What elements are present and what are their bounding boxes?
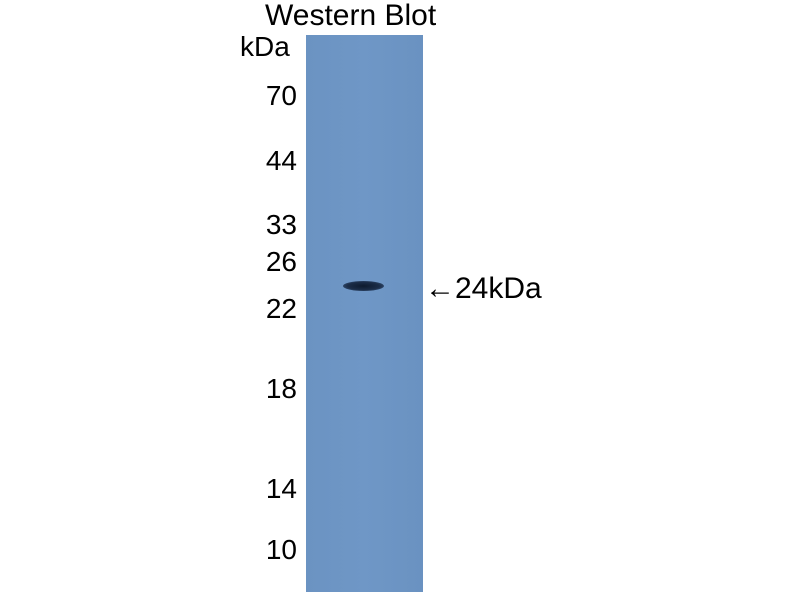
marker-label: 22 (265, 293, 297, 324)
blot-lane (306, 35, 423, 592)
marker-label: 70 (265, 80, 297, 111)
protein-band (343, 281, 384, 291)
band-annotation: ←24kDa (425, 272, 542, 305)
marker-label: 18 (265, 373, 297, 404)
blot-title: Western Blot (265, 0, 437, 32)
marker-label: 10 (265, 534, 297, 565)
marker-label: 14 (265, 473, 297, 504)
marker-label: 33 (265, 209, 297, 240)
marker-label: 26 (265, 246, 297, 277)
marker-label: 44 (265, 145, 297, 176)
unit-label: kDa (240, 31, 290, 62)
